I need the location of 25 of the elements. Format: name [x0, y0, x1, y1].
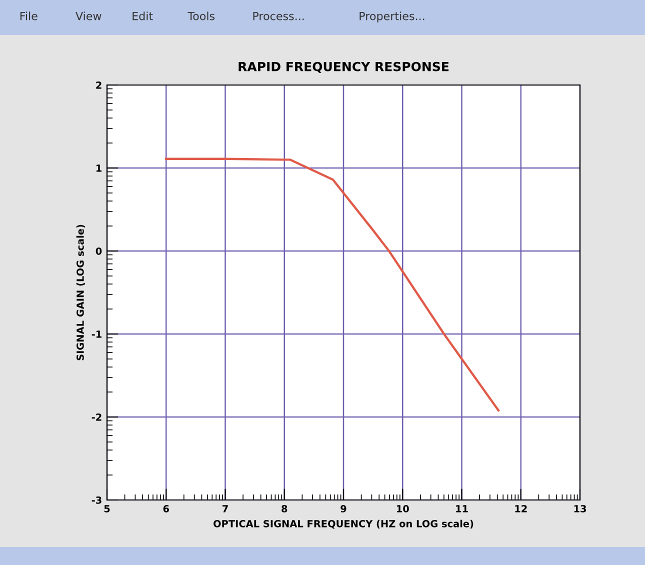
x-tick-label: 5 — [104, 505, 110, 512]
y-tick-label: -3 — [92, 496, 102, 504]
x-tick-label: 13 — [574, 505, 586, 512]
text: Process... — [253, 12, 304, 20]
y-tick-label: 1 — [96, 164, 102, 172]
x-tick-label: 6 — [163, 505, 169, 512]
x-tick-label: 12 — [515, 505, 527, 512]
chart-title: RAPID FREQUENCY RESPONSE — [238, 62, 449, 73]
y-tick-label: -1 — [92, 330, 102, 338]
y-tick-label: 2 — [96, 81, 102, 89]
y-tick-label: -2 — [92, 413, 102, 421]
text: Tools — [188, 12, 215, 20]
x-axis-title: OPTICAL SIGNAL FREQUENCY (HZ on LOG scale) — [214, 520, 474, 529]
text: Edit — [132, 12, 153, 20]
x-tick-label: 7 — [222, 505, 228, 512]
x-tick-label: 10 — [396, 505, 409, 512]
x-tick-label: 9 — [340, 505, 346, 512]
text: File — [20, 12, 38, 20]
text: View — [76, 12, 102, 20]
x-tick-label: 11 — [456, 505, 468, 512]
x-tick-label: 8 — [282, 505, 288, 512]
text: Properties... — [360, 12, 424, 22]
line-series — [165, 158, 500, 412]
y-tick-label: 0 — [96, 247, 102, 255]
y-axis-title: SIGNAL GAIN (LOG scale) — [76, 224, 86, 360]
